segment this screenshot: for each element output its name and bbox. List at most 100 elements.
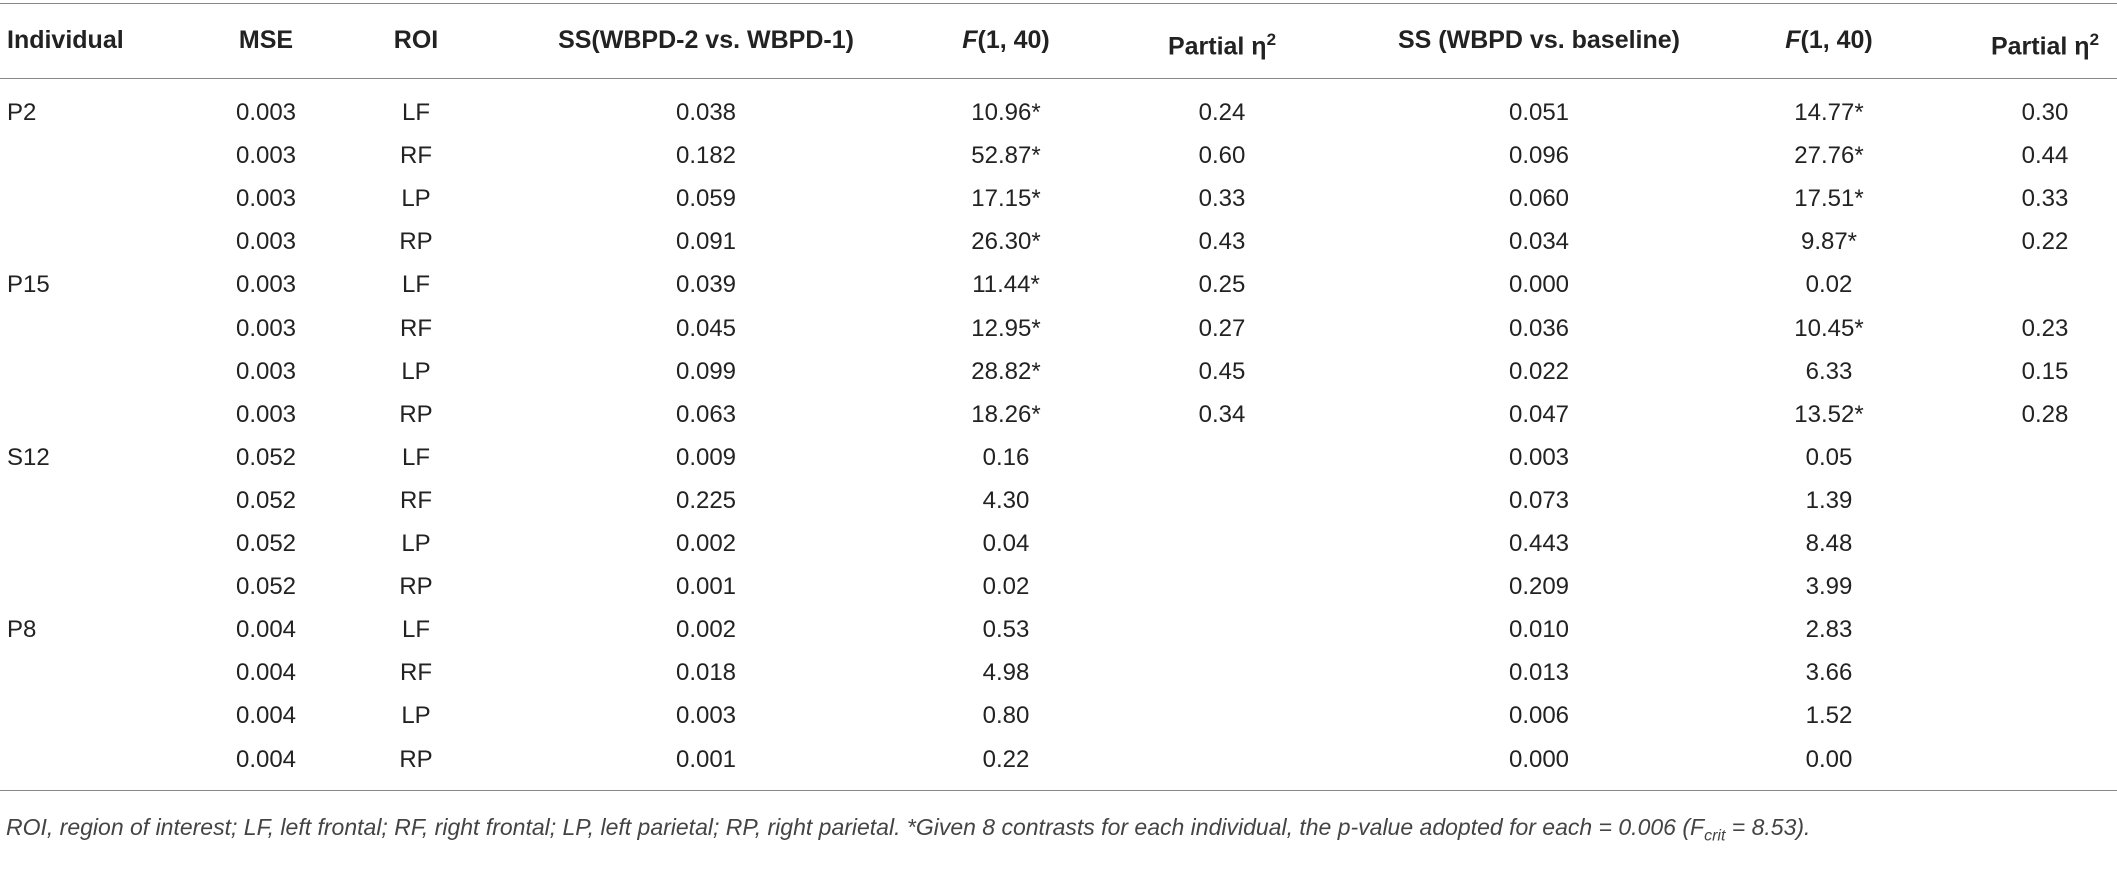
table-cell: 0.096	[1508, 142, 1570, 170]
table-cell: LF	[401, 271, 430, 299]
table-cell: 0.16	[982, 443, 1030, 471]
table-cell: 0.001	[675, 745, 737, 773]
column-header: ROI	[393, 26, 439, 54]
table-cell: 0.02	[982, 573, 1030, 601]
table-cell: 0.04	[982, 530, 1030, 557]
table-cell: 0.003	[235, 228, 297, 256]
table-cell: 0.003	[1508, 443, 1570, 471]
table-cell: 0.004	[235, 616, 297, 644]
table-cell: 0.063	[675, 400, 737, 428]
header-text: (1, 40)	[977, 26, 1050, 54]
table-cell: 0.018	[675, 659, 737, 687]
table-cell: 0.052	[235, 443, 297, 471]
table-cell: 0.25	[1198, 271, 1246, 299]
table-cell: 0.002	[675, 530, 737, 557]
table-cell: RP	[399, 745, 433, 773]
table-cell: 0.003	[235, 142, 297, 170]
table-cell: LP	[401, 185, 431, 213]
table-cell: 0.44	[2021, 142, 2069, 170]
table-cell: 0.001	[675, 573, 737, 601]
table-cell: 0.034	[1508, 228, 1570, 256]
table-cell: 0.003	[675, 702, 737, 730]
table-cell: RF	[400, 486, 432, 514]
table-cell: 0.24	[1198, 99, 1246, 126]
table-cell: 0.209	[1508, 573, 1570, 601]
footnote-end: = 8.53).	[1725, 814, 1811, 840]
table-cell: 52.87*	[971, 142, 1041, 170]
table-cell: 17.51*	[1794, 185, 1864, 213]
table-cell: 0.045	[675, 314, 737, 342]
table-cell: RP	[399, 400, 433, 428]
table-cell: RF	[400, 314, 432, 342]
table-cell: 0.05	[1805, 443, 1853, 471]
table-cell: 0.33	[1198, 185, 1246, 213]
table-cell: 0.23	[2021, 314, 2069, 342]
table-cell: 0.30	[2021, 99, 2069, 126]
table-cell: 0.003	[235, 400, 297, 428]
table-cell: RP	[399, 573, 433, 601]
table-cell: 1.39	[1805, 486, 1853, 514]
table-cell: 0.004	[235, 745, 297, 773]
table-cell: 0.013	[1508, 659, 1570, 687]
table-cell: RP	[399, 228, 433, 256]
table-cell: 0.000	[1508, 271, 1570, 299]
footnote-sub: crit	[1704, 827, 1726, 845]
header-sup: 2	[2089, 30, 2100, 49]
footnote-f: F	[1690, 814, 1705, 840]
table-cell: 0.052	[235, 486, 297, 514]
individual: P15	[7, 271, 50, 299]
column-header: SS(WBPD-2 vs. WBPD-1)	[558, 26, 854, 54]
table-cell: 0.091	[675, 228, 737, 256]
header-text: Partial η	[1167, 32, 1267, 61]
table-cell: 0.038	[675, 99, 737, 126]
table-cell: 0.059	[675, 185, 737, 213]
footnote: ROI, region of interest; LF, left fronta…	[6, 808, 2111, 856]
table-cell: 0.003	[235, 185, 297, 213]
table-cell: 3.99	[1805, 573, 1853, 601]
header-italic: F	[1785, 26, 1801, 54]
table-cell: 0.003	[235, 357, 297, 385]
footnote-text: ROI, region of interest; LF, left fronta…	[6, 814, 1690, 840]
table-cell: 11.44*	[972, 271, 1040, 299]
header-text: Partial η	[1990, 32, 2090, 61]
table-cell: 0.27	[1198, 314, 1246, 342]
column-header: F(1, 40)	[846, 25, 1166, 55]
table-cell: 0.53	[982, 616, 1030, 644]
table-cell: 0.004	[235, 659, 297, 687]
column-header: SS (WBPD vs. baseline)	[1397, 26, 1681, 54]
table-cell: 0.047	[1508, 400, 1570, 428]
table-cell: 0.43	[1198, 228, 1246, 256]
table-cell: 0.00	[1805, 745, 1853, 773]
table-cell: 10.96*	[971, 99, 1041, 126]
table-cell: 0.006	[1508, 702, 1570, 730]
table-cell: 0.003	[235, 99, 297, 126]
table-cell: 13.52*	[1794, 400, 1864, 428]
individual: P2	[7, 99, 37, 126]
table-cell: LF	[401, 99, 430, 126]
table-cell: 8.48	[1805, 530, 1853, 557]
table-cell: 4.98	[982, 659, 1030, 687]
table-cell: 0.052	[235, 573, 297, 601]
header-rule	[0, 78, 2117, 79]
table-cell: 0.039	[675, 271, 737, 299]
header-italic: F	[962, 26, 978, 54]
table-cell: LP	[401, 357, 431, 385]
table-cell: 10.45*	[1794, 314, 1864, 342]
table-cell: 18.26*	[971, 400, 1041, 428]
table-cell: 0.22	[982, 745, 1030, 773]
individual: S12	[7, 443, 50, 471]
table-cell: 0.022	[1508, 357, 1570, 385]
table-cell: 0.000	[1508, 745, 1570, 773]
column-header: MSE	[238, 26, 294, 54]
table-cell: 12.95*	[971, 314, 1041, 342]
table-cell: LP	[401, 702, 431, 730]
header-sup: 2	[1266, 30, 1277, 49]
table-cell: 0.036	[1508, 314, 1570, 342]
table-cell: 0.073	[1508, 486, 1570, 514]
table-cell: 17.15*	[971, 185, 1041, 213]
table-cell: 14.77*	[1794, 99, 1864, 126]
table-cell: LP	[401, 530, 431, 557]
table-cell: 0.002	[675, 616, 737, 644]
column-header: F(1, 40)	[1669, 25, 1989, 55]
table-cell: 0.22	[2021, 228, 2069, 256]
